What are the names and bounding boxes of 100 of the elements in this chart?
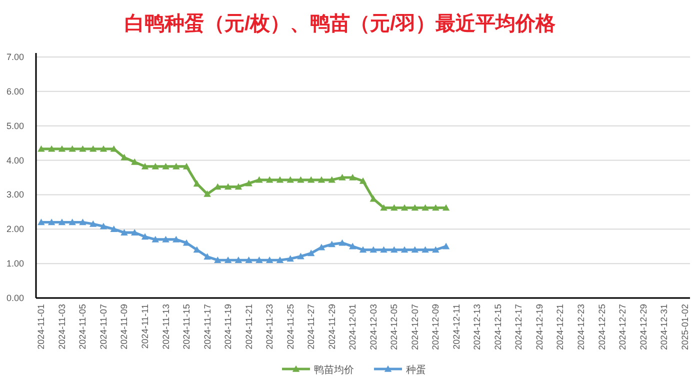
point: [152, 236, 159, 242]
point: [442, 242, 450, 250]
point: [48, 145, 56, 152]
point: [432, 246, 440, 253]
point: [411, 204, 419, 211]
point: [359, 177, 367, 184]
x-tick-label: 2024-11-17: [202, 304, 212, 350]
point: [110, 226, 118, 232]
point: [68, 218, 76, 226]
x-tick-label: 2024-12-03: [368, 304, 378, 350]
point: [172, 162, 180, 170]
point: [48, 218, 56, 226]
point: [162, 236, 170, 242]
point: [79, 145, 86, 152]
point: [141, 162, 149, 170]
point: [422, 204, 429, 211]
x-tick-label: 2024-11-27: [306, 304, 316, 350]
point: [400, 246, 408, 253]
x-tick-label: 2024-11-23: [264, 304, 275, 350]
chart-title: 白鸭种蛋（元/枚）、鸭苗（元/羽）最近平均价格: [124, 12, 557, 35]
point: [256, 256, 263, 264]
y-tick-label: 0.00: [6, 293, 24, 303]
x-tick-label: 2024-12-05: [389, 304, 400, 350]
point: [307, 250, 315, 256]
point: [390, 204, 398, 211]
point: [182, 162, 190, 170]
x-tick-label: 2024-11-01: [36, 304, 46, 350]
point: [276, 256, 284, 264]
point: [68, 145, 76, 152]
point: [380, 204, 388, 211]
y-tick-label: 1.00: [6, 258, 24, 269]
point: [131, 158, 138, 165]
point: [224, 256, 232, 264]
x-tick-label: 2024-11-13: [160, 304, 171, 350]
point: [359, 246, 367, 253]
point: [214, 256, 222, 264]
point: [318, 176, 326, 183]
point: [422, 246, 429, 253]
point: [152, 162, 159, 170]
point: [297, 176, 304, 183]
point: [245, 256, 252, 264]
y-tick-label: 2.00: [6, 224, 24, 234]
x-tick-label: 2024-12-25: [596, 304, 607, 350]
point: [58, 218, 66, 226]
y-tick-label: 7.00: [6, 52, 24, 62]
point: [286, 255, 294, 262]
x-tick-label: 2024-12-13: [472, 304, 482, 350]
legend-label: 鸭苗均价: [314, 364, 354, 376]
point: [245, 180, 252, 186]
point: [204, 253, 211, 260]
point: [172, 236, 180, 242]
x-tick-label: 2024-12-29: [638, 304, 648, 350]
x-tick-label: 2024-11-19: [223, 304, 234, 350]
point: [234, 256, 242, 264]
x-tick-label: 2024-11-05: [78, 304, 88, 350]
x-tick-label: 2024-12-09: [430, 304, 441, 350]
point: [318, 244, 326, 250]
x-tick-label: 2024-11-09: [119, 304, 130, 350]
point: [266, 176, 274, 183]
point: [89, 145, 97, 152]
x-tick-label: 2024-12-07: [410, 304, 420, 350]
x-tick-label: 2024-11-25: [285, 304, 296, 350]
x-tick-label: 2024-11-07: [98, 304, 108, 350]
point: [307, 176, 315, 183]
point: [100, 222, 108, 230]
point: [120, 154, 128, 160]
x-tick-label: 2024-12-15: [492, 304, 503, 350]
point: [38, 145, 45, 152]
point: [297, 252, 304, 260]
point: [38, 218, 45, 226]
point: [338, 174, 346, 180]
x-tick-label: 2024-12-17: [514, 304, 524, 350]
point: [411, 246, 419, 253]
point: [370, 246, 377, 253]
y-tick-label: 4.00: [6, 155, 24, 166]
point: [120, 228, 128, 236]
point: [286, 176, 294, 183]
y-tick-label: 6.00: [6, 86, 24, 96]
point: [380, 246, 388, 253]
point: [256, 176, 263, 183]
x-tick-label: 2024-11-15: [182, 304, 192, 350]
x-tick-label: 2024-12-01: [348, 304, 358, 350]
point: [276, 176, 284, 183]
point: [390, 246, 398, 253]
point: [266, 256, 274, 264]
x-tick-label: 2024-12-31: [659, 304, 670, 350]
y-tick-label: 5.00: [6, 120, 24, 131]
point: [234, 183, 242, 190]
point: [89, 220, 97, 227]
point: [442, 204, 450, 211]
x-tick-label: 2024-11-03: [56, 304, 67, 350]
point: [141, 233, 149, 240]
point: [79, 218, 86, 226]
x-tick-label: 2024-12-27: [618, 304, 628, 350]
point: [400, 204, 408, 211]
point: [349, 242, 356, 250]
point: [58, 145, 66, 152]
point: [328, 176, 336, 183]
point: [328, 240, 336, 248]
point: [204, 190, 211, 197]
